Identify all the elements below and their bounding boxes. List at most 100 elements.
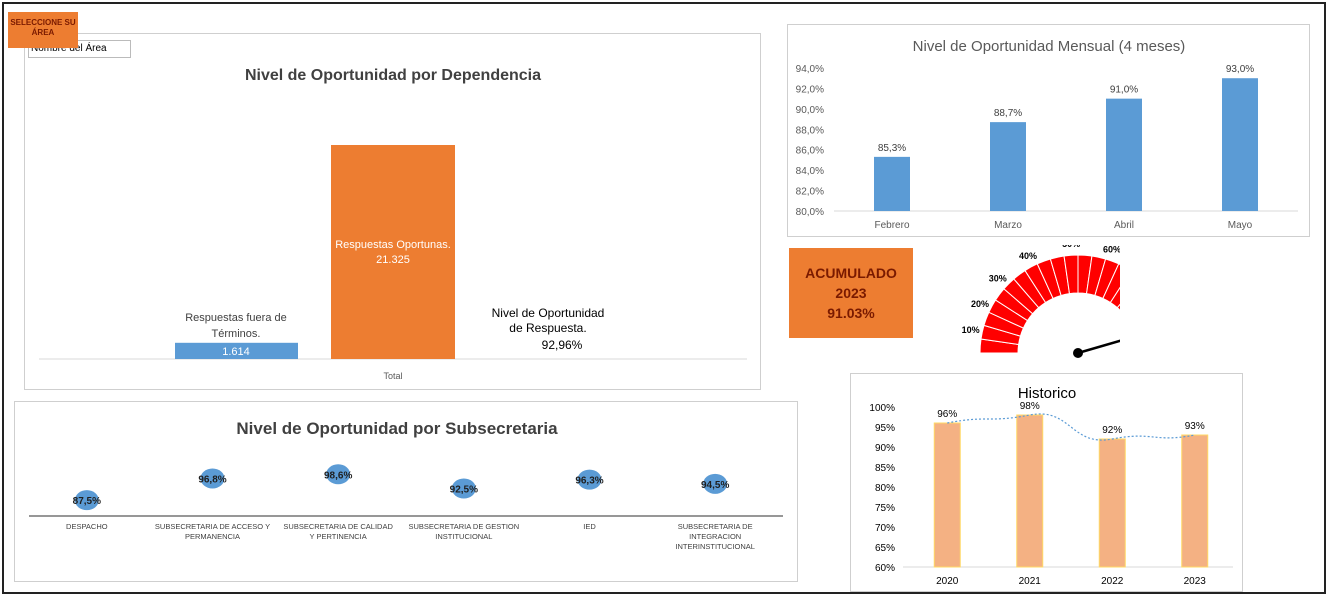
bar-value-label: 98% [1020,401,1040,412]
bar-oportunas [331,145,455,359]
bar-value-label: 91,0% [1110,85,1138,96]
subsecretaria-chart-panel: Nivel de Oportunidad por Subsecretaria 8… [14,401,798,582]
bar-value-label: 93,0% [1226,64,1254,75]
y-tick-label: 75% [875,503,895,514]
accumulated-label: ACUMULADO [805,265,897,281]
dependencia-chart: Nivel de Oportunidad por Dependencia 1.6… [39,67,747,381]
point-marker [74,490,99,511]
subsecretaria-chart: Nivel de Oportunidad por Subsecretaria 8… [29,419,783,551]
accumulated-value: 91.03% [827,305,875,321]
dependencia-chart-panel: Nivel de Oportunidad por Dependencia 1.6… [24,33,761,390]
x-tick-label: 2023 [1184,576,1207,587]
y-tick-label: 94,0% [796,64,824,75]
y-tick-label: 86,0% [796,146,824,157]
mensual-chart-panel: Nivel de Oportunidad Mensual (4 meses) 8… [787,24,1310,237]
y-tick-label: 70% [875,523,895,534]
y-tick-label: 85% [875,463,895,474]
gauge-needle [1077,332,1146,355]
y-tick-label: 60% [875,563,895,574]
point-marker [451,478,476,499]
x-tick-label: Marzo [994,220,1022,231]
y-tick-label: 92,0% [796,84,824,95]
bar-fuera-terminos-label-1: Respuestas fuera de [185,312,287,324]
gauge-tick-label: 60% [1103,245,1120,254]
category-label: SUBSECRETARIA DE ACCESO Y [155,522,270,531]
accumulated-year: 2023 [835,285,867,301]
bar-2020 [933,422,961,568]
subsecretaria-chart-title: Nivel de Oportunidad por Subsecretaria [236,419,558,438]
y-tick-label: 100% [869,403,895,414]
x-tick-label: Abril [1114,220,1134,231]
bar-mayo [1222,78,1258,211]
gauge-chart: 10%20%30%40%50%60%70%80%85%90%95%100% [962,239,1207,358]
y-tick-label: 90% [875,443,895,454]
bar-value-label: 93% [1185,421,1205,432]
accumulated-box: ACUMULADO 2023 91.03% [789,248,913,338]
bar-oportunas-value: 21.325 [376,254,410,266]
x-tick-label: 2020 [936,576,959,587]
gauge-tick-label: 40% [1019,251,1037,261]
y-tick-label: 95% [875,423,895,434]
category-label: PERMANENCIA [185,532,240,541]
bar-fuera-terminos [175,342,298,359]
category-label: SUBSECRETARIA DE [678,522,753,531]
bar-2023 [1181,434,1209,568]
bar-marzo [990,122,1026,211]
dependencia-chart-title: Nivel de Oportunidad por Dependencia [245,67,541,84]
point-value-label: 98,6% [324,470,352,481]
category-label: INSTITUCIONAL [435,532,492,541]
gauge-panel: 10%20%30%40%50%60%70%80%85%90%95%100% [945,239,1207,370]
trendline [947,413,1195,441]
y-tick-label: 80% [875,483,895,494]
point-value-label: 96,3% [575,476,603,487]
x-tick-label: Mayo [1228,220,1253,231]
point-marker [326,464,351,485]
x-tick-label: 2021 [1019,576,1042,587]
gauge-tick-label: 10% [962,325,980,335]
bar-value-label: 85,3% [878,143,906,154]
historico-chart-panel: Historico 60% 65% 70% 75% 80% 85% 90% 95% 100% 96… [850,373,1243,592]
gauge-tick-label: 50% [1062,245,1080,249]
point-value-label: 94,5% [701,480,729,491]
point-value-label: 87,5% [73,496,101,507]
x-tick-label: Febrero [874,220,909,231]
gauge-needle-hub [1073,348,1083,358]
bar-2021 [1016,414,1044,568]
category-label: INTERINSTITUCIONAL [675,542,755,551]
bar-value-label: 88,7% [994,108,1022,119]
category-label: IED [583,522,596,531]
y-tick-label: 82,0% [796,187,824,198]
historico-chart-title: Historico [1018,385,1076,402]
point-value-label: 96,8% [198,474,226,485]
x-tick-label: 2022 [1101,576,1124,587]
oportunidad-annotation-value: 92,96% [542,338,583,352]
bar-value-label: 92% [1102,425,1122,436]
mensual-chart: Nivel de Oportunidad Mensual (4 meses) 8… [796,38,1298,231]
bar-fuera-terminos-value: 1.614 [222,346,250,358]
category-label: INTEGRACION [689,532,741,541]
oportunidad-annotation-2: de Respuesta. [509,321,586,335]
category-label: Y PERTINENCIA [310,532,367,541]
category-label-total: Total [383,371,402,381]
category-label: SUBSECRETARIA DE GESTION [408,522,519,531]
category-label: SUBSECRETARIA DE CALIDAD [283,522,393,531]
select-area-button[interactable]: SELECCIONE SU ÁREA [8,12,78,48]
mensual-chart-title: Nivel de Oportunidad Mensual (4 meses) [913,38,1186,55]
category-label: DESPACHO [66,522,108,531]
y-tick-label: 80,0% [796,207,824,218]
y-tick-label: 90,0% [796,105,824,116]
y-tick-label: 88,0% [796,125,824,136]
bar-febrero [874,156,910,211]
bar-oportunas-label: Respuestas Oportunas. [335,239,451,251]
gauge-tick-label: 20% [971,299,989,309]
bar-abril [1106,98,1142,211]
point-value-label: 92,5% [450,485,478,496]
y-tick-label: 84,0% [796,166,824,177]
y-tick-label: 65% [875,543,895,554]
gauge-tick-label: 30% [989,274,1007,284]
oportunidad-annotation-1: Nivel de Oportunidad [492,306,605,320]
historico-chart: Historico 60% 65% 70% 75% 80% 85% 90% 95% 100% 96… [869,385,1233,587]
bar-value-label: 96% [937,409,957,420]
point-marker [577,469,602,490]
